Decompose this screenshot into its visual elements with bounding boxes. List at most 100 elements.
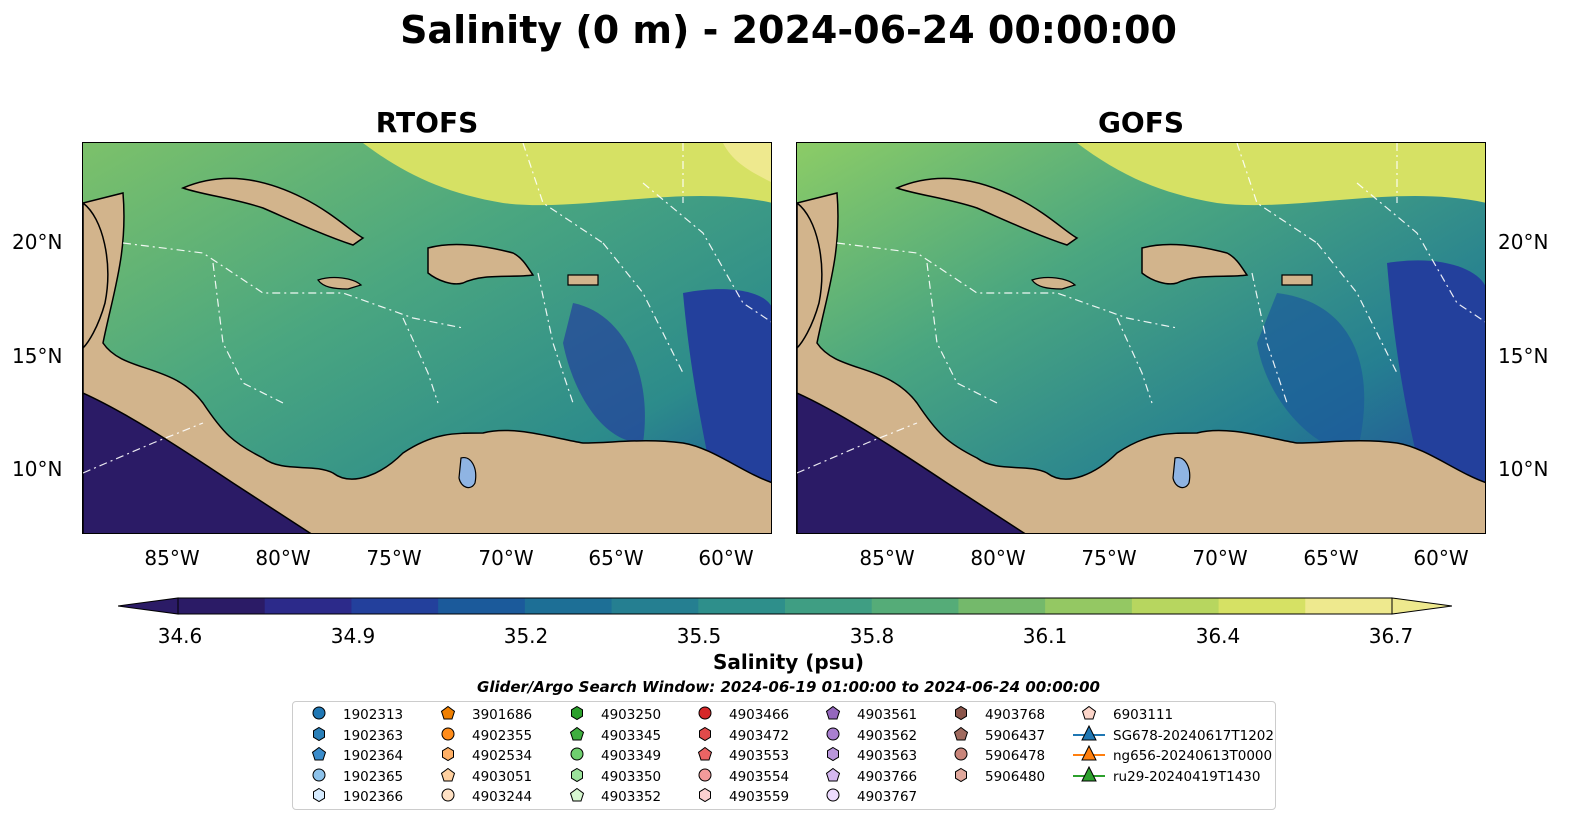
lon-label-80w-right: 80°W [970,546,1026,570]
lon-label-85w-right: 85°W [859,546,915,570]
legend-entry: 3901686 [430,705,532,725]
legend-label: 4903563 [857,748,918,764]
lat-label-15n-right: 15°N [1498,344,1549,368]
lat-label-10n-left: 10°N [12,457,63,481]
colorbar-canvas [117,597,1453,615]
lon-label-65w-left: 65°W [588,546,644,570]
colorbar [117,592,1453,622]
legend-label: SG678-20240617T1202 [1113,727,1274,744]
legend-entry: 1902363 [301,726,403,746]
cuba [894,177,1079,246]
hexagon-marker-icon [301,785,343,809]
triangle-marker-icon [1071,744,1113,768]
atlantic-low-salinity [1387,260,1485,533]
colorbar-segment [698,598,786,614]
hexagon-marker-icon [430,744,472,768]
legend-entry: 5906480 [943,767,1045,787]
pentagon-marker-icon [1071,703,1113,727]
legend-entry: 4903767 [815,787,917,807]
pentagon-marker-icon [687,744,729,768]
legend-label: 4903345 [601,727,662,744]
legend-label: 4903561 [857,707,918,723]
panel-title-gofs: GOFS [1097,106,1185,139]
lon-label-80w-left: 80°W [255,546,311,570]
colorbar-segment [1045,598,1133,614]
legend-entry: SG678-20240617T1202 [1071,724,1274,746]
search-window-caption: Glider/Argo Search Window: 2024-06-19 01… [477,678,1100,696]
lon-label-60w-right: 60°W [1413,546,1469,570]
legend-label: 4903766 [857,768,918,785]
jamaica [1031,276,1077,290]
legend-entry: 4903559 [687,787,789,807]
legend-label: 1902313 [343,707,404,723]
legend-entry: 4903563 [815,746,917,766]
legend-label: 1902365 [343,768,404,785]
figure-title: Salinity (0 m) - 2024-06-24 00:00:00 [400,8,1177,52]
legend-entry: ru29-20240419T1430 [1071,765,1260,789]
lon-label-75w-left: 75°W [366,546,422,570]
lat-label-15n-left: 15°N [12,344,63,368]
legend-entry: 4903352 [559,787,661,807]
legend-entry: 4903350 [559,767,661,787]
legend-label: 4903352 [601,789,662,805]
colorbar-tick: 35.5 [676,624,722,648]
lon-label-60w-left: 60°W [698,546,754,570]
colorbar-segment [1305,598,1393,614]
legend-entry: 4903244 [430,787,532,807]
lon-label-70w-left: 70°W [478,546,534,570]
legend-label: 5906478 [985,748,1046,764]
pentagon-marker-icon [815,765,857,789]
circle-marker-icon [687,703,729,727]
colorbar-tick: 35.8 [849,624,895,648]
lake-maracaibo [458,457,477,489]
pentagon-marker-icon [559,724,601,748]
colorbar-segment [1218,598,1306,614]
legend-label: 1902363 [343,727,404,744]
hexagon-marker-icon [943,703,985,727]
legend-entry: 4903472 [687,726,789,746]
circle-marker-icon [943,744,985,768]
puerto-rico [567,274,599,286]
legend-label: 1902366 [343,789,404,805]
eez-boundaries [797,143,1485,474]
hexagon-marker-icon [301,724,343,748]
mainland [83,192,771,533]
legend-entry: 4903349 [559,746,661,766]
legend-label: 4903768 [985,707,1046,723]
panel-title-rtofs: RTOFS [375,106,479,139]
legend-label: 4903466 [729,707,790,723]
legend-entry: 5906478 [943,746,1045,766]
eastern-caribbean-low-salinity [1257,293,1365,453]
map-rtofs-canvas [83,143,771,533]
pentagon-marker-icon [559,785,601,809]
legend-label: 4903767 [857,789,918,805]
legend-entry: 6903111 [1071,705,1173,725]
legend-label: 4903349 [601,748,662,764]
colorbar-tick: 34.6 [157,624,203,648]
legend-label: 5906437 [985,727,1046,744]
colorbar-tick: 36.7 [1368,624,1414,648]
legend-label: 4902534 [472,748,533,764]
legend-entry: 1902366 [301,787,403,807]
colorbar-tick: 34.9 [330,624,376,648]
legend-entry: 4903553 [687,746,789,766]
legend-entry: 4903768 [943,705,1045,725]
triangle-marker-icon [1071,765,1113,789]
hispaniola [427,243,535,285]
legend-entry: 1902313 [301,705,403,725]
legend-label: 5906480 [985,768,1046,785]
hispaniola [1141,243,1249,285]
eez-boundaries [83,143,771,474]
legend-label: 4902355 [472,727,533,744]
colorbar-label: Salinity (psu) [712,650,864,674]
cuba [180,177,365,246]
colorbar-extend-low [117,597,179,615]
puerto-rico [1281,274,1313,286]
legend-entry: ng656-20240613T0000 [1071,744,1272,768]
legend-label: 4903559 [729,789,790,805]
colorbar-extend-high [1391,597,1453,615]
colorbar-segment [438,598,526,614]
lon-label-85w-left: 85°W [144,546,200,570]
colorbar-segment [178,598,266,614]
colorbar-tick: 36.1 [1022,624,1068,648]
